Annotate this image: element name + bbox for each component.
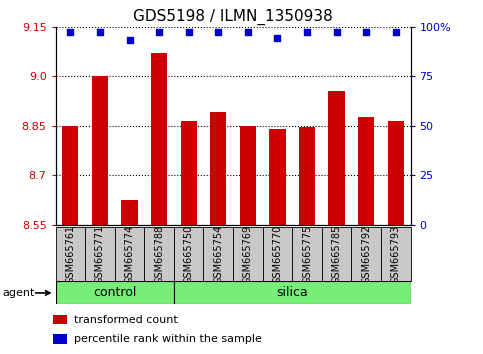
Text: GSM665771: GSM665771 — [95, 224, 105, 284]
FancyBboxPatch shape — [233, 227, 263, 281]
FancyBboxPatch shape — [56, 227, 85, 281]
Point — [333, 30, 341, 35]
Point — [126, 38, 133, 43]
Bar — [210, 113, 227, 225]
Text: silica: silica — [276, 286, 308, 299]
Text: GSM665792: GSM665792 — [361, 224, 371, 284]
Text: GSM665750: GSM665750 — [184, 224, 194, 284]
FancyBboxPatch shape — [292, 227, 322, 281]
Point — [67, 30, 74, 35]
FancyBboxPatch shape — [115, 227, 144, 281]
Point — [362, 30, 370, 35]
FancyBboxPatch shape — [322, 227, 352, 281]
Bar — [53, 315, 68, 324]
Text: percentile rank within the sample: percentile rank within the sample — [74, 334, 262, 344]
Bar — [358, 118, 374, 225]
FancyBboxPatch shape — [174, 227, 203, 281]
Point — [273, 36, 281, 41]
Bar — [328, 91, 345, 225]
Text: GSM665788: GSM665788 — [154, 224, 164, 284]
Text: control: control — [93, 286, 136, 299]
Point — [96, 30, 104, 35]
Text: agent: agent — [2, 288, 35, 298]
FancyBboxPatch shape — [174, 281, 411, 304]
Text: GSM665775: GSM665775 — [302, 224, 312, 284]
Text: GSM665770: GSM665770 — [272, 224, 283, 284]
FancyBboxPatch shape — [263, 227, 292, 281]
Text: GSM665754: GSM665754 — [213, 224, 223, 284]
Point — [185, 30, 193, 35]
FancyBboxPatch shape — [144, 227, 174, 281]
Title: GDS5198 / ILMN_1350938: GDS5198 / ILMN_1350938 — [133, 9, 333, 25]
Bar — [151, 53, 167, 225]
Text: GSM665769: GSM665769 — [243, 224, 253, 284]
Bar — [92, 76, 108, 225]
Text: GSM665774: GSM665774 — [125, 224, 134, 284]
Text: GSM665761: GSM665761 — [65, 224, 75, 284]
Point — [392, 30, 399, 35]
Text: GSM665785: GSM665785 — [332, 224, 341, 284]
Point — [214, 30, 222, 35]
Bar — [270, 129, 285, 225]
Bar — [240, 126, 256, 225]
Text: GSM665793: GSM665793 — [391, 224, 401, 284]
Bar — [121, 200, 138, 225]
Bar — [53, 334, 68, 344]
Bar — [181, 121, 197, 225]
Bar — [388, 121, 404, 225]
FancyBboxPatch shape — [85, 227, 115, 281]
FancyBboxPatch shape — [56, 281, 174, 304]
Text: transformed count: transformed count — [74, 315, 178, 325]
Point — [244, 30, 252, 35]
Bar — [299, 127, 315, 225]
FancyBboxPatch shape — [381, 227, 411, 281]
Point — [303, 30, 311, 35]
Bar — [62, 126, 78, 225]
Point — [155, 30, 163, 35]
FancyBboxPatch shape — [352, 227, 381, 281]
FancyBboxPatch shape — [203, 227, 233, 281]
